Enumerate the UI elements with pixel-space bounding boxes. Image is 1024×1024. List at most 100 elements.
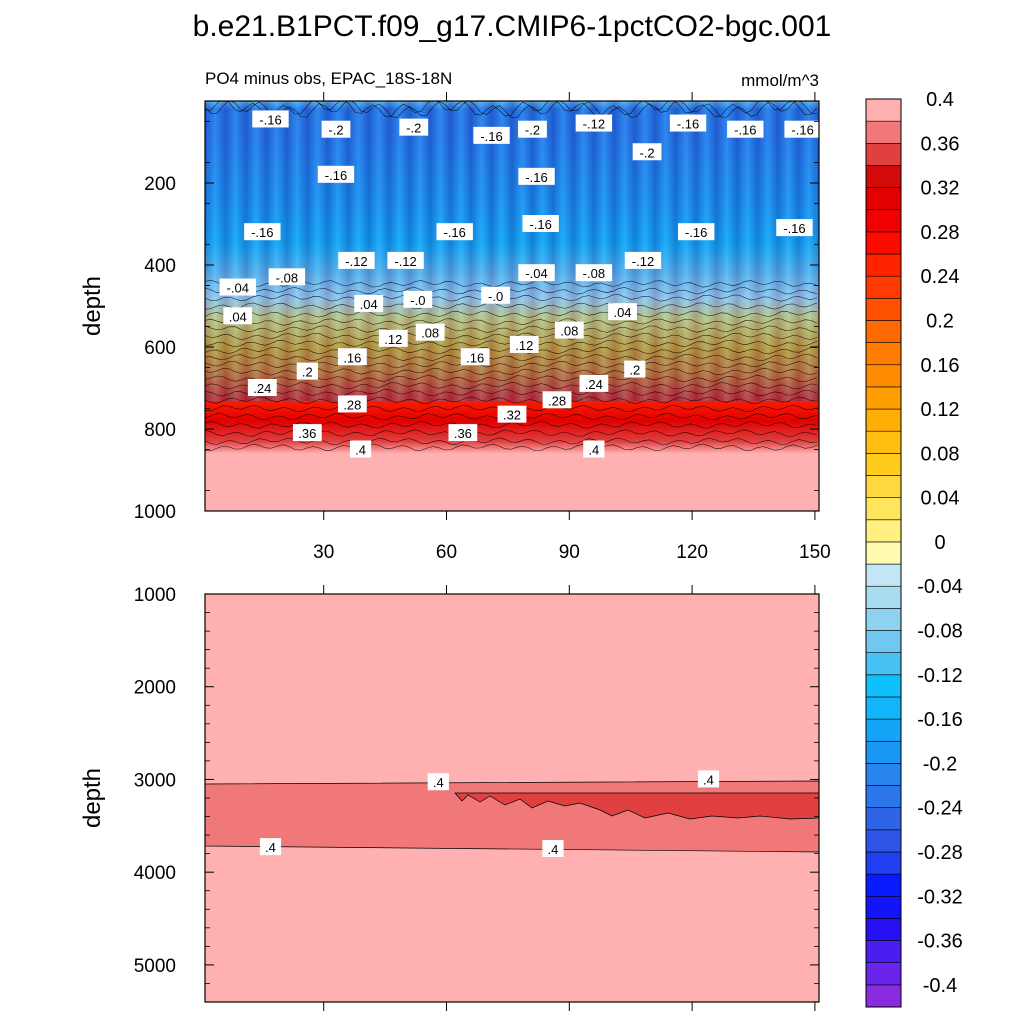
- colorbar-tick-label: 0.32: [921, 178, 960, 200]
- contour-label-box: [632, 143, 662, 161]
- contour-label-text: .28: [343, 397, 361, 412]
- contour-label: .24: [579, 374, 609, 392]
- upper-contour-labels: -.16 -.2 -.2 -.16 -.2 -.12 -.16 -.2 -.16 -.16 -.16…: [219, 110, 821, 458]
- contour-label: .28: [337, 395, 367, 413]
- colorbar-swatch: [865, 740, 902, 764]
- contour-label: .16: [460, 348, 490, 366]
- contour-label-text: .04: [360, 297, 378, 312]
- lower-y-axis-label: depth: [79, 768, 106, 828]
- contour-label-box: [460, 348, 490, 366]
- contour-line: [205, 101, 818, 118]
- y-tick-label: 4000: [134, 863, 176, 884]
- contour-label-box: [509, 335, 539, 353]
- contour-label-box: [608, 303, 637, 321]
- contour-label-text: -.08: [276, 270, 298, 285]
- contour-label-box: [784, 120, 821, 138]
- contour-line: [205, 353, 818, 362]
- contour-line: [205, 294, 818, 302]
- contour-label-text: .32: [503, 408, 521, 423]
- upper-field-texture: [205, 101, 819, 401]
- contour-label-box: [473, 126, 510, 144]
- lower-band-0.36: [454, 792, 819, 820]
- contour-label-text: -.16: [529, 217, 551, 232]
- x-tick-label: 60: [436, 542, 457, 563]
- contour-label: -.12: [575, 114, 613, 132]
- contour-label-box: [378, 329, 408, 347]
- contour-label: .24: [247, 379, 277, 396]
- contour-label-box: [427, 773, 449, 791]
- colorbar-tick-label: -0.24: [917, 798, 963, 820]
- contour-label: .36: [292, 424, 322, 442]
- colorbar-tick-label: 0.08: [921, 443, 960, 465]
- contour-label-text: -.2: [328, 123, 343, 138]
- contour-label: -.16: [518, 167, 555, 185]
- colorbar-swatch: [865, 763, 902, 786]
- colorbar-swatch: [865, 298, 902, 321]
- colorbar-swatch: [865, 851, 902, 875]
- colorbar-swatch: [865, 187, 902, 211]
- contour-label-text: .04: [613, 305, 631, 320]
- contour-label: -.12: [338, 251, 375, 269]
- colorbar-tick-label: 0.4: [926, 89, 954, 111]
- contour-label-text: -.2: [406, 121, 421, 136]
- colorbar-swatch: [865, 652, 902, 676]
- contour-label: -.16: [317, 165, 355, 183]
- y-tick-label: 3000: [134, 770, 176, 791]
- contour-label-text: -.04: [227, 281, 249, 296]
- contour-label-text: .4: [265, 840, 276, 855]
- contour-label: -.0: [403, 290, 433, 308]
- contour-label-box: [518, 264, 555, 282]
- contour-line: [205, 437, 818, 445]
- colorbar-tick-label: 0.16: [921, 355, 960, 377]
- contour-label-text: -.16: [480, 129, 502, 144]
- contour-label-text: -.0: [488, 289, 503, 304]
- colorbar-swatch: [865, 342, 902, 366]
- contour-label-text: -.2: [525, 123, 540, 138]
- lower-axis-ticks: 1000 2000 3000 4000 5000: [134, 585, 819, 1011]
- contour-label: .4: [349, 440, 372, 458]
- y-tick-label: 600: [144, 338, 176, 359]
- colorbar-tick-label: 0.24: [921, 266, 960, 288]
- contour-label-box: [776, 219, 813, 237]
- contour-label: .4: [259, 838, 282, 856]
- contour-line: [205, 382, 818, 390]
- contour-label-box: [542, 391, 572, 409]
- contour-label-text: -.16: [259, 112, 281, 127]
- contour-label-text: .36: [298, 426, 316, 441]
- contour-label-text: -.16: [685, 225, 707, 240]
- colorbar-swatch: [865, 142, 902, 166]
- contour-label: .08: [415, 323, 445, 341]
- colorbar-tick-label: 0.28: [921, 222, 960, 244]
- contour-label-box: [268, 268, 306, 286]
- contour-label-box: [518, 120, 547, 138]
- contour-label-text: .16: [466, 350, 484, 365]
- chart-subtitle: PO4 minus obs, EPAC_18S-18N: [205, 69, 452, 88]
- x-tick-label: 150: [799, 542, 831, 563]
- colorbar-swatch: [865, 829, 902, 853]
- colorbar: -0.4 -0.36 -0.32 -0.28 -0.24 -0.2 -0.16 -0.12 -0…: [865, 89, 963, 1008]
- colorbar-swatch: [865, 497, 902, 521]
- y-tick-label: 1000: [134, 585, 176, 606]
- contour-label: .36: [448, 424, 478, 442]
- colorbar-swatch: [865, 962, 902, 986]
- contour-label-box: [337, 395, 367, 413]
- contour-label-box: [678, 223, 715, 241]
- colorbar-swatch: [865, 231, 902, 255]
- units-label: mmol/m^3: [741, 71, 819, 90]
- colorbar-swatch: [865, 873, 902, 897]
- colorbar-tick-label: 0.36: [921, 133, 960, 155]
- colorbar-tick-label: -0.16: [917, 709, 963, 731]
- colorbar-swatch: [865, 895, 902, 919]
- colorbar-tick-label: -0.4: [923, 975, 957, 997]
- contour-label: .08: [554, 321, 584, 339]
- contour-label-text: .08: [421, 326, 439, 341]
- contour-label-box: [542, 840, 564, 857]
- contour-label: -.2: [321, 120, 351, 138]
- colorbar-swatch: [865, 364, 902, 388]
- y-tick-label: 800: [144, 420, 176, 441]
- colorbar-swatch: [865, 165, 902, 188]
- contour-label-text: -.2: [639, 145, 654, 160]
- colorbar-tick-label: -0.08: [917, 621, 963, 643]
- upper-panel: -.16 -.2 -.2 -.16 -.2 -.12 -.16 -.2 -.16 -.16 -.16…: [79, 92, 831, 563]
